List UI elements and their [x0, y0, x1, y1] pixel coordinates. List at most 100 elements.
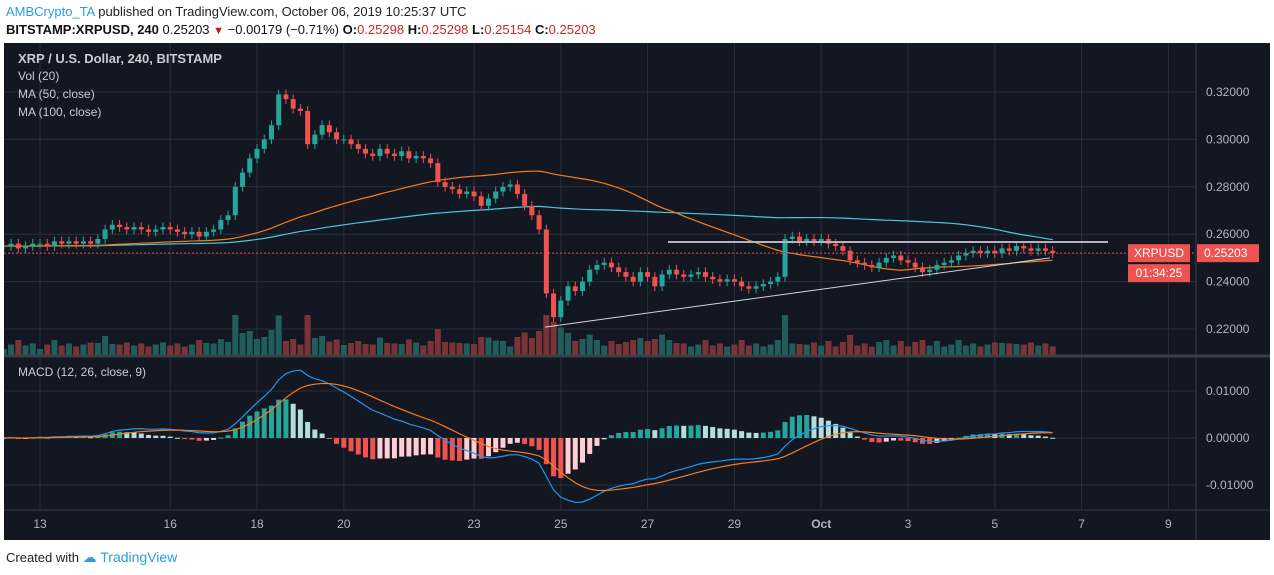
candle-body	[652, 276, 658, 287]
macd-histogram-bar	[659, 428, 665, 438]
volume-bar	[15, 340, 22, 355]
ma100-line	[4, 205, 1053, 247]
candle-body	[363, 148, 368, 154]
macd-histogram-bar	[695, 425, 701, 438]
candle-body	[963, 253, 969, 256]
volume-bar	[145, 346, 152, 355]
candle-body	[23, 246, 29, 249]
candle-body	[507, 184, 513, 187]
candle-body	[182, 231, 188, 235]
macd-histogram-bar	[348, 438, 354, 452]
chart-svg[interactable]: 13 16 18 20 23 25 27 29 Oct 3 5 7 9 0.32000 0.30000 0.2…	[4, 43, 1270, 540]
volume-bar	[905, 346, 911, 355]
volume-bar	[376, 337, 383, 355]
macd-histogram-bar	[305, 421, 311, 438]
volume-bar	[1049, 346, 1056, 355]
candle-body	[876, 262, 882, 268]
macd-histogram-bar	[428, 438, 434, 455]
volume-bar	[282, 341, 289, 355]
volume-bar	[340, 345, 347, 355]
volume-bar	[760, 346, 767, 355]
macd-histogram-bar	[153, 435, 159, 438]
macd-histogram-bar	[406, 438, 412, 457]
volume-bar	[29, 343, 36, 355]
macd-histogram-bar	[782, 421, 788, 438]
candle-body	[254, 148, 260, 159]
volume-bar	[232, 315, 239, 355]
candle-body	[59, 241, 65, 244]
macd-histogram-bar	[167, 436, 173, 438]
volume-bar	[868, 346, 875, 355]
volume-bar	[239, 333, 246, 355]
volume-bar	[637, 338, 644, 355]
macd-histogram-bar	[833, 423, 839, 438]
chart-area[interactable]: 13 16 18 20 23 25 27 29 Oct 3 5 7 9 0.32000 0.30000 0.2…	[4, 43, 1270, 540]
price-tick-label: 0.22000	[1206, 322, 1250, 336]
macd-histogram-bar	[912, 438, 918, 443]
price-tick-label: 0.26000	[1206, 227, 1250, 241]
macd-histogram-bar	[630, 432, 636, 438]
macd-histogram-bar	[710, 427, 716, 438]
candle-body	[319, 125, 325, 135]
candle-body	[999, 248, 1005, 254]
legend-ma50[interactable]: MA (50, close)	[18, 87, 95, 101]
macd-histogram-bar	[977, 434, 983, 438]
macd-histogram-bar	[717, 428, 723, 438]
macd-histogram-bar	[746, 432, 752, 438]
price-tag	[1197, 244, 1259, 263]
candle-body	[645, 272, 651, 277]
macd-histogram-bar	[529, 438, 535, 447]
candle-body	[630, 276, 636, 282]
publish-text: published on TradingView.com, October 06…	[98, 4, 467, 19]
macd-histogram-bar	[478, 438, 484, 459]
macd-histogram-bar	[377, 438, 383, 459]
candle-body	[290, 99, 296, 109]
volume-bar	[116, 344, 123, 355]
legend-ma100[interactable]: MA (100, close)	[18, 105, 102, 119]
macd-histogram-bar	[522, 438, 528, 445]
tradingview-logo[interactable]: ☁ TradingView	[82, 549, 178, 565]
macd-histogram-bar	[883, 438, 889, 442]
macd-histogram-bar	[587, 438, 593, 454]
volume-bar	[832, 346, 839, 355]
candle-body	[833, 243, 839, 247]
price-tick-label: 0.30000	[1206, 132, 1250, 146]
author-link[interactable]: AMBCrypto_TA	[6, 4, 95, 19]
macd-histogram-bar	[88, 437, 94, 439]
candle-body	[992, 250, 998, 254]
volume-bar	[731, 344, 738, 355]
volume-bar	[984, 344, 991, 355]
macd-histogram-bar	[876, 438, 882, 443]
candle-body	[572, 286, 578, 292]
candle-body	[268, 125, 274, 140]
candle-body	[485, 198, 491, 206]
candle-body	[225, 215, 231, 220]
volume-bar	[362, 344, 369, 355]
candle-body	[457, 189, 463, 194]
volume-bar	[926, 345, 933, 355]
macd-histogram-bar	[420, 438, 426, 455]
volume-bar	[622, 342, 629, 355]
volume-bar	[753, 343, 760, 355]
volume-bar	[810, 342, 817, 355]
x-tick-label: 29	[728, 517, 742, 531]
volume-bar	[261, 337, 268, 355]
countdown-tag	[1128, 264, 1190, 283]
volume-bar	[58, 345, 65, 355]
legend-macd[interactable]: MACD (12, 26, close, 9)	[18, 365, 147, 379]
volume-bar	[1006, 343, 1013, 355]
volume-bar	[586, 334, 593, 355]
candle-body	[956, 255, 962, 261]
candle-body	[500, 186, 506, 192]
volume-bar	[210, 343, 217, 355]
macd-histogram-bar	[536, 438, 542, 450]
legend-vol[interactable]: Vol (20)	[18, 69, 60, 83]
candle-body	[435, 163, 441, 183]
high-value: 0.25298	[421, 22, 469, 37]
volume-bar	[825, 341, 832, 355]
candle-body	[138, 227, 144, 230]
macd-histogram-bar	[160, 435, 166, 438]
macd-histogram-bar	[898, 438, 904, 441]
candle-body	[196, 231, 202, 237]
macd-histogram-bar	[203, 438, 209, 441]
